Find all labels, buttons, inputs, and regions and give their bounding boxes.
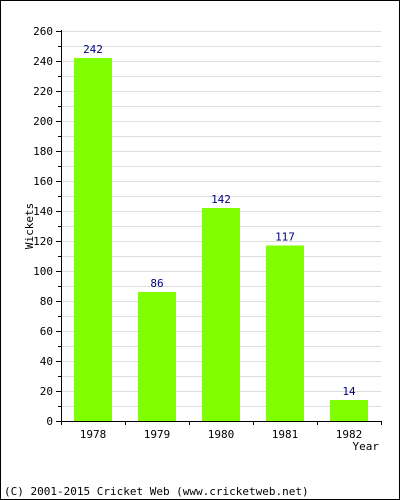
y-tick-labels: 0 20 40 60 80 100 120 140 160 180 200 220 240 260	[33, 25, 53, 428]
y-tick-label: 220	[33, 85, 53, 98]
y-tick-label: 180	[33, 145, 53, 158]
bars	[74, 58, 368, 421]
data-label: 14	[342, 385, 356, 398]
y-tick-label: 140	[33, 205, 53, 218]
bar	[138, 292, 176, 421]
y-tick-label: 260	[33, 25, 53, 38]
x-tick-label: 1981	[272, 428, 299, 441]
data-label: 86	[150, 277, 163, 290]
bar	[330, 400, 368, 421]
bar	[74, 58, 112, 421]
copyright-footer: (C) 2001-2015 Cricket Web (www.cricketwe…	[4, 485, 309, 498]
y-tick-label: 40	[40, 355, 53, 368]
y-tick-label: 240	[33, 55, 53, 68]
data-labels: 242 86 142 117 14	[83, 43, 356, 398]
x-tick-label: 1980	[208, 428, 235, 441]
y-tick-label: 20	[40, 385, 53, 398]
bar	[202, 208, 240, 421]
bar	[266, 245, 304, 421]
x-tick-label: 1982	[336, 428, 363, 441]
y-tick-label: 200	[33, 115, 53, 128]
data-label: 242	[83, 43, 103, 56]
x-tick-label: 1978	[80, 428, 107, 441]
data-label: 142	[211, 193, 231, 206]
y-tick-label: 0	[46, 415, 53, 428]
y-tick-label: 100	[33, 265, 53, 278]
data-label: 117	[275, 231, 295, 244]
y-tick-label: 60	[40, 325, 53, 338]
x-tick-label: 1979	[144, 428, 171, 441]
x-axis-title: Year	[353, 440, 380, 453]
x-tick-labels: 1978 1979 1980 1981 1982	[80, 428, 363, 441]
y-tick-label: 120	[33, 235, 53, 248]
y-tick-label: 160	[33, 175, 53, 188]
axes	[56, 30, 382, 425]
y-tick-label: 80	[40, 295, 53, 308]
y-axis-title: Wickets	[23, 203, 36, 249]
